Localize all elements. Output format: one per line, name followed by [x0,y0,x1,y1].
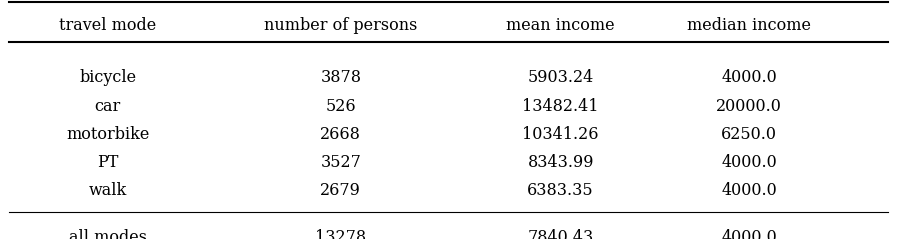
Text: 4000.0: 4000.0 [721,182,777,199]
Text: 4000.0: 4000.0 [721,229,777,239]
Text: mean income: mean income [506,17,615,34]
Text: 4000.0: 4000.0 [721,69,777,86]
Text: 3527: 3527 [320,154,361,171]
Text: 13278: 13278 [316,229,366,239]
Text: 2668: 2668 [320,126,361,143]
Text: 526: 526 [326,98,356,114]
Text: 8343.99: 8343.99 [527,154,594,171]
Text: motorbike: motorbike [66,126,149,143]
Text: walk: walk [89,182,126,199]
Text: 6250.0: 6250.0 [721,126,777,143]
Text: median income: median income [687,17,811,34]
Text: 20000.0: 20000.0 [716,98,782,114]
Text: 13482.41: 13482.41 [522,98,599,114]
Text: bicycle: bicycle [79,69,136,86]
Text: all modes: all modes [69,229,146,239]
Text: 3878: 3878 [320,69,361,86]
Text: travel mode: travel mode [59,17,156,34]
Text: 5903.24: 5903.24 [527,69,594,86]
Text: PT: PT [97,154,118,171]
Text: 6383.35: 6383.35 [527,182,594,199]
Text: 7840.43: 7840.43 [527,229,594,239]
Text: number of persons: number of persons [265,17,417,34]
Text: car: car [94,98,121,114]
Text: 4000.0: 4000.0 [721,154,777,171]
Text: 2679: 2679 [320,182,361,199]
Text: 10341.26: 10341.26 [522,126,599,143]
